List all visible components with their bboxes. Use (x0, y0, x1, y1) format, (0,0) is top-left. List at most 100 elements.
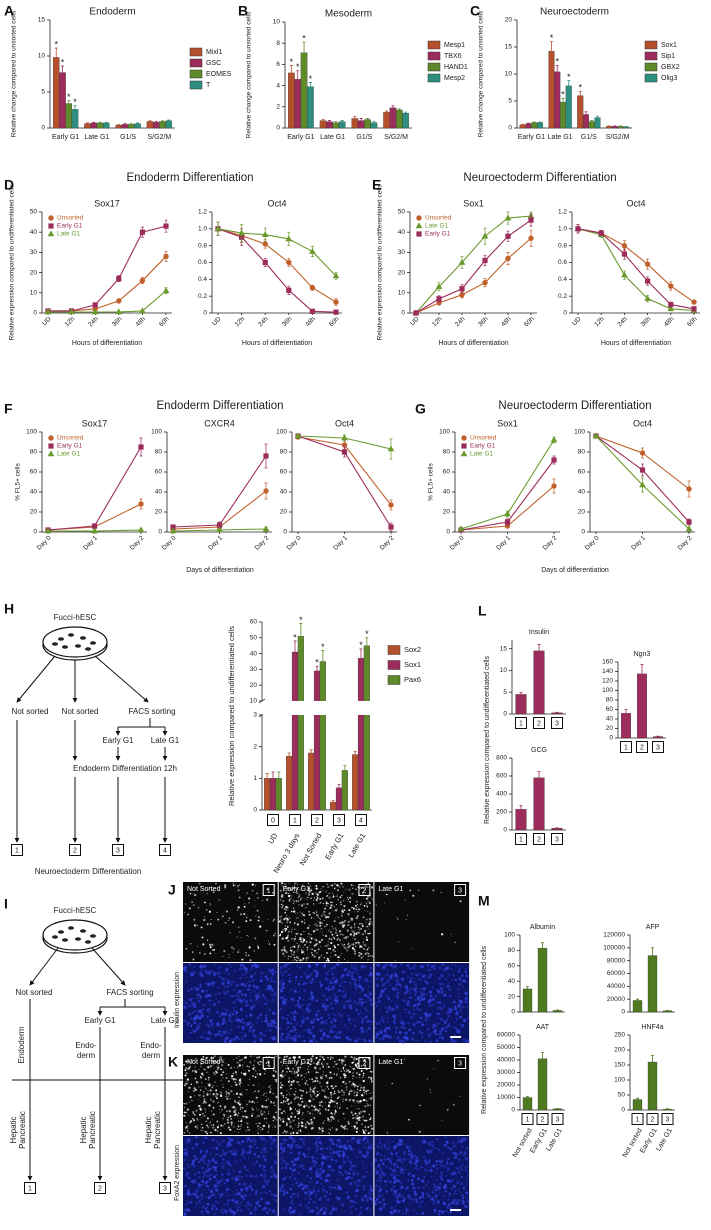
cell (331, 933, 334, 936)
category-code: 2 (651, 1116, 655, 1123)
nucleus (400, 1025, 404, 1029)
cell (361, 925, 364, 927)
cell (357, 910, 359, 912)
cell (270, 1100, 272, 1103)
nucleus (203, 964, 207, 968)
nucleus (239, 1142, 241, 1145)
nucleus (364, 1015, 368, 1019)
cell (367, 911, 369, 913)
cell (340, 903, 342, 906)
nucleus (243, 1035, 245, 1038)
nucleus (410, 1037, 414, 1041)
cell (239, 1106, 242, 1109)
nucleus (190, 1025, 193, 1028)
cell (322, 1066, 325, 1068)
chart-title: Endoderm (89, 7, 135, 18)
cell (329, 930, 332, 933)
cell (288, 1070, 291, 1073)
cell (239, 1128, 241, 1130)
cell (362, 955, 364, 958)
cell (355, 945, 357, 947)
cell (241, 1107, 244, 1109)
cell (369, 1125, 371, 1127)
colony (68, 926, 74, 930)
cell (299, 936, 301, 939)
cell (240, 937, 242, 939)
nucleus (302, 999, 305, 1001)
cell (348, 1093, 351, 1095)
error-bar (129, 123, 133, 125)
cell (223, 1058, 225, 1060)
nucleus (453, 1020, 456, 1024)
error-bar (92, 121, 96, 123)
nucleus (455, 1018, 458, 1021)
cell (261, 1128, 264, 1130)
nucleus (270, 1024, 272, 1026)
nucleus (230, 1138, 234, 1142)
cell (293, 945, 296, 948)
y-tick-label: 0.8 (198, 242, 207, 249)
cell (225, 1093, 228, 1096)
nucleus (428, 1004, 432, 1007)
category-code: 1 (624, 744, 628, 751)
cell (237, 951, 239, 953)
cell (354, 1112, 357, 1115)
nucleus (186, 989, 191, 993)
cell (206, 1083, 208, 1085)
nucleus (240, 1188, 244, 1192)
cell (203, 1092, 205, 1094)
cell (312, 1062, 315, 1065)
nucleus (370, 1020, 373, 1023)
cell (206, 1093, 209, 1096)
nucleus (347, 1144, 350, 1147)
nucleus (273, 1012, 277, 1015)
cell (281, 937, 284, 940)
axis-gap (263, 700, 373, 715)
y-tick-label: 30 (30, 249, 38, 256)
nucleus (351, 966, 355, 970)
cell (333, 920, 336, 923)
cell (360, 945, 363, 948)
cell (330, 941, 333, 945)
bar (363, 645, 370, 811)
nucleus (224, 1210, 228, 1214)
nucleus (463, 1018, 467, 1023)
y-tick-label: 160 (602, 659, 613, 666)
marker (115, 308, 123, 315)
nucleus (216, 1182, 219, 1185)
nucleus (347, 969, 351, 973)
nucleus (230, 1150, 234, 1153)
nucleus (193, 1029, 197, 1033)
nucleus (310, 990, 313, 992)
cell (293, 1071, 297, 1075)
cell (249, 959, 252, 962)
marker (294, 432, 302, 439)
significance-mark: * (555, 57, 559, 67)
marker (91, 308, 99, 315)
nucleus (250, 990, 253, 992)
nucleus (385, 1026, 388, 1030)
cell (234, 1113, 237, 1116)
nucleus (244, 1186, 248, 1189)
cell (263, 1093, 265, 1095)
y-tick-label: 0 (41, 125, 45, 132)
cell (337, 1120, 339, 1122)
nucleus (422, 974, 426, 978)
nucleus (363, 1038, 366, 1041)
bar (565, 85, 572, 129)
nucleus (185, 1155, 188, 1158)
nucleus (273, 1160, 278, 1164)
cell (316, 943, 319, 945)
nucleus (264, 1016, 268, 1020)
cell (346, 929, 349, 932)
nucleus (296, 1179, 299, 1182)
nucleus (265, 1030, 267, 1032)
nucleus (235, 1161, 238, 1164)
nucleus (403, 1011, 406, 1013)
nucleus (332, 993, 336, 996)
nucleus (458, 969, 461, 972)
nucleus (270, 1175, 273, 1178)
significance-mark: * (299, 615, 303, 625)
cell (342, 885, 344, 888)
x-tick-label: 60h (158, 315, 171, 328)
